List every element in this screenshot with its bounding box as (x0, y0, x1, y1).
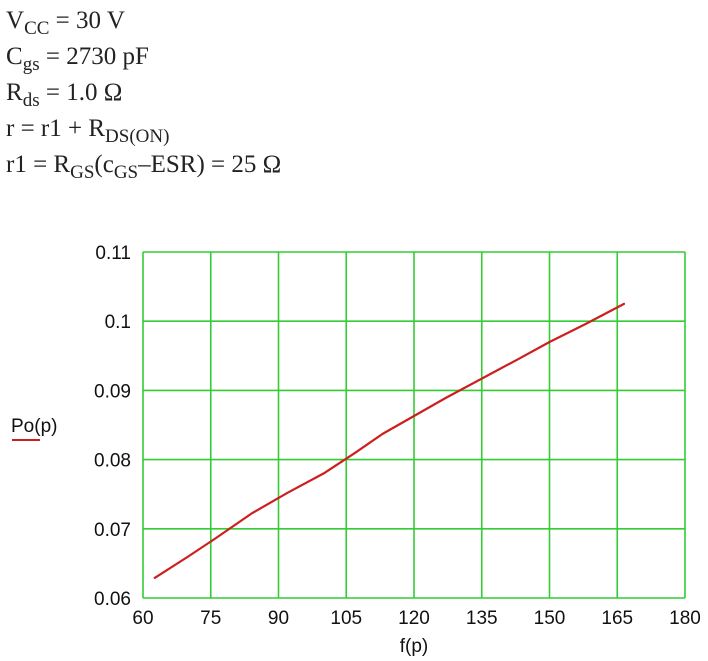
eq-symbol: R (6, 79, 23, 106)
eq-subscript: gs (22, 54, 40, 75)
equation-cgs: Cgs = 2730 pF (6, 40, 281, 76)
x-tick-label: 105 (330, 608, 362, 629)
series-layer (153, 302, 626, 580)
equation-vcc: VCC = 30 V (6, 4, 281, 40)
eq-symbol: V (6, 7, 25, 34)
y-tick-label: 0.1 (105, 312, 131, 333)
equation-rds: Rds = 1.0 Ω (6, 76, 281, 112)
series-line (153, 302, 626, 580)
x-tick-label: 150 (534, 608, 566, 629)
x-tick-label: 60 (132, 608, 153, 629)
tick-labels: 60 75 90 105 120 135 150 165 180 0.06 0.07 0.08 0.09… (94, 243, 701, 629)
x-tick-label: 165 (601, 608, 633, 629)
parameter-equations: VCC = 30 V Cgs = 2730 pF Rds = 1.0 Ω r =… (6, 4, 281, 184)
x-tick-label: 75 (200, 608, 221, 629)
eq-middle: (c (94, 151, 114, 178)
x-tick-label: 90 (268, 608, 289, 629)
eq-prefix: r = r1 + R (6, 115, 106, 142)
eq-subscript: CC (24, 18, 50, 39)
eq-value: = 1.0 Ω (39, 79, 123, 106)
grid (142, 251, 686, 599)
eq-symbol: C (6, 43, 23, 70)
y-tick-label: 0.11 (95, 243, 131, 264)
x-tick-label: 135 (466, 608, 498, 629)
eq-subscript: GS (70, 162, 95, 183)
eq-value: = 2730 pF (39, 43, 149, 70)
eq-value: = 30 V (49, 7, 125, 34)
x-axis-title: f(p) (400, 636, 429, 657)
eq-subscript: GS (113, 162, 139, 183)
y-tick-label: 0.07 (94, 520, 131, 541)
eq-subscript: ds (22, 90, 40, 111)
y-tick-label: 0.09 (94, 381, 131, 402)
y-tick-label: 0.08 (94, 451, 131, 472)
eq-prefix: r1 = R (6, 151, 71, 178)
y-axis-title: Po(p) (11, 416, 57, 437)
x-tick-label: 120 (398, 608, 430, 629)
x-tick-label: 180 (669, 608, 701, 629)
equation-r1: r1 = RGS(cGS–ESR) = 25 Ω (6, 148, 281, 184)
equation-r: r = r1 + RDS(ON) (6, 112, 281, 148)
y-tick-label: 0.06 (94, 589, 131, 610)
eq-subscript: DS(ON) (105, 126, 170, 147)
eq-value: –ESR) = 25 Ω (138, 151, 282, 178)
